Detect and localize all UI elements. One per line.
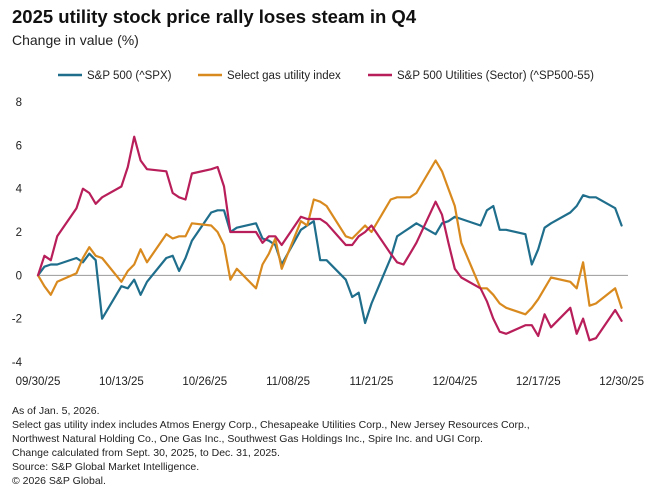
x-tick-label: 11/21/25 [350,376,394,388]
legend-label: S&P 500 Utilities (Sector) (^SP500-55) [397,70,594,82]
chart-axes: -4 -2 0 2 4 6 8 09/30/25 10/13/25 10/26/25 11/08/2… [12,97,644,388]
y-tick-label: 0 [16,270,22,282]
x-tick-label: 12/30/25 [599,376,644,388]
chart-subtitle: Change in value (%) [12,32,139,48]
x-tick-label: 09/30/25 [16,376,61,388]
note-copyright: © 2026 S&P Global. [12,475,106,487]
chart-series [36,135,623,342]
y-tick-label: 4 [16,184,23,196]
series-line-3 [36,135,623,342]
note-index-members-2: Northwest Natural Holding Co., One Gas I… [12,433,483,445]
x-tick-label: 10/13/25 [99,376,144,388]
chart-title: 2025 utility stock price rally loses ste… [12,6,417,27]
chart-notes: As of Jan. 5, 2026. Select gas utility i… [12,404,652,488]
y-tick-label: 2 [16,227,22,239]
legend-label: Select gas utility index [227,70,341,82]
note-source: Source: S&P Global Market Intelligence. [12,461,200,473]
y-tick-label: -4 [12,357,23,369]
y-tick-label: 6 [16,140,22,152]
series-line-2 [36,159,623,316]
y-tick-label: 8 [16,97,22,109]
series-line-1 [36,194,623,325]
y-tick-label: -2 [12,314,22,326]
x-tick-label: 12/17/25 [516,376,561,388]
note-index-members-1: Select gas utility index includes Atmos … [12,419,530,431]
line-chart: S&P 500 (^SPX) Select gas utility index S&… [12,70,644,388]
note-date: As of Jan. 5, 2026. [12,405,100,417]
chart-legend: S&P 500 (^SPX) Select gas utility index S&… [58,70,594,82]
x-tick-label: 11/08/25 [266,376,310,388]
x-tick-label: 10/26/25 [182,376,227,388]
note-period: Change calculated from Sept. 30, 2025, t… [12,447,280,459]
x-tick-label: 12/04/25 [432,376,477,388]
legend-label: S&P 500 (^SPX) [87,70,172,82]
